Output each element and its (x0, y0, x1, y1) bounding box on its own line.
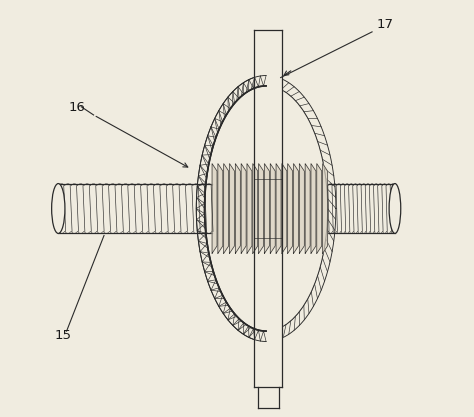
Polygon shape (323, 163, 328, 254)
Polygon shape (282, 163, 287, 254)
Polygon shape (218, 163, 223, 254)
Polygon shape (264, 163, 269, 254)
Polygon shape (229, 163, 235, 254)
Text: 17: 17 (376, 18, 393, 31)
Polygon shape (253, 163, 258, 254)
Polygon shape (247, 163, 252, 254)
Polygon shape (258, 387, 279, 408)
Ellipse shape (389, 183, 401, 234)
Polygon shape (255, 30, 282, 387)
Polygon shape (241, 163, 246, 254)
Text: 15: 15 (54, 329, 71, 342)
Text: 16: 16 (69, 101, 85, 114)
Polygon shape (276, 163, 281, 254)
Polygon shape (259, 163, 264, 254)
Polygon shape (212, 163, 217, 254)
Polygon shape (311, 163, 316, 254)
Ellipse shape (52, 183, 65, 234)
Ellipse shape (205, 86, 328, 331)
Polygon shape (317, 163, 322, 254)
Polygon shape (235, 163, 240, 254)
Polygon shape (288, 163, 292, 254)
Polygon shape (224, 163, 228, 254)
Polygon shape (305, 163, 310, 254)
Polygon shape (205, 86, 266, 331)
Polygon shape (300, 163, 304, 254)
Polygon shape (293, 163, 299, 254)
Polygon shape (270, 163, 275, 254)
